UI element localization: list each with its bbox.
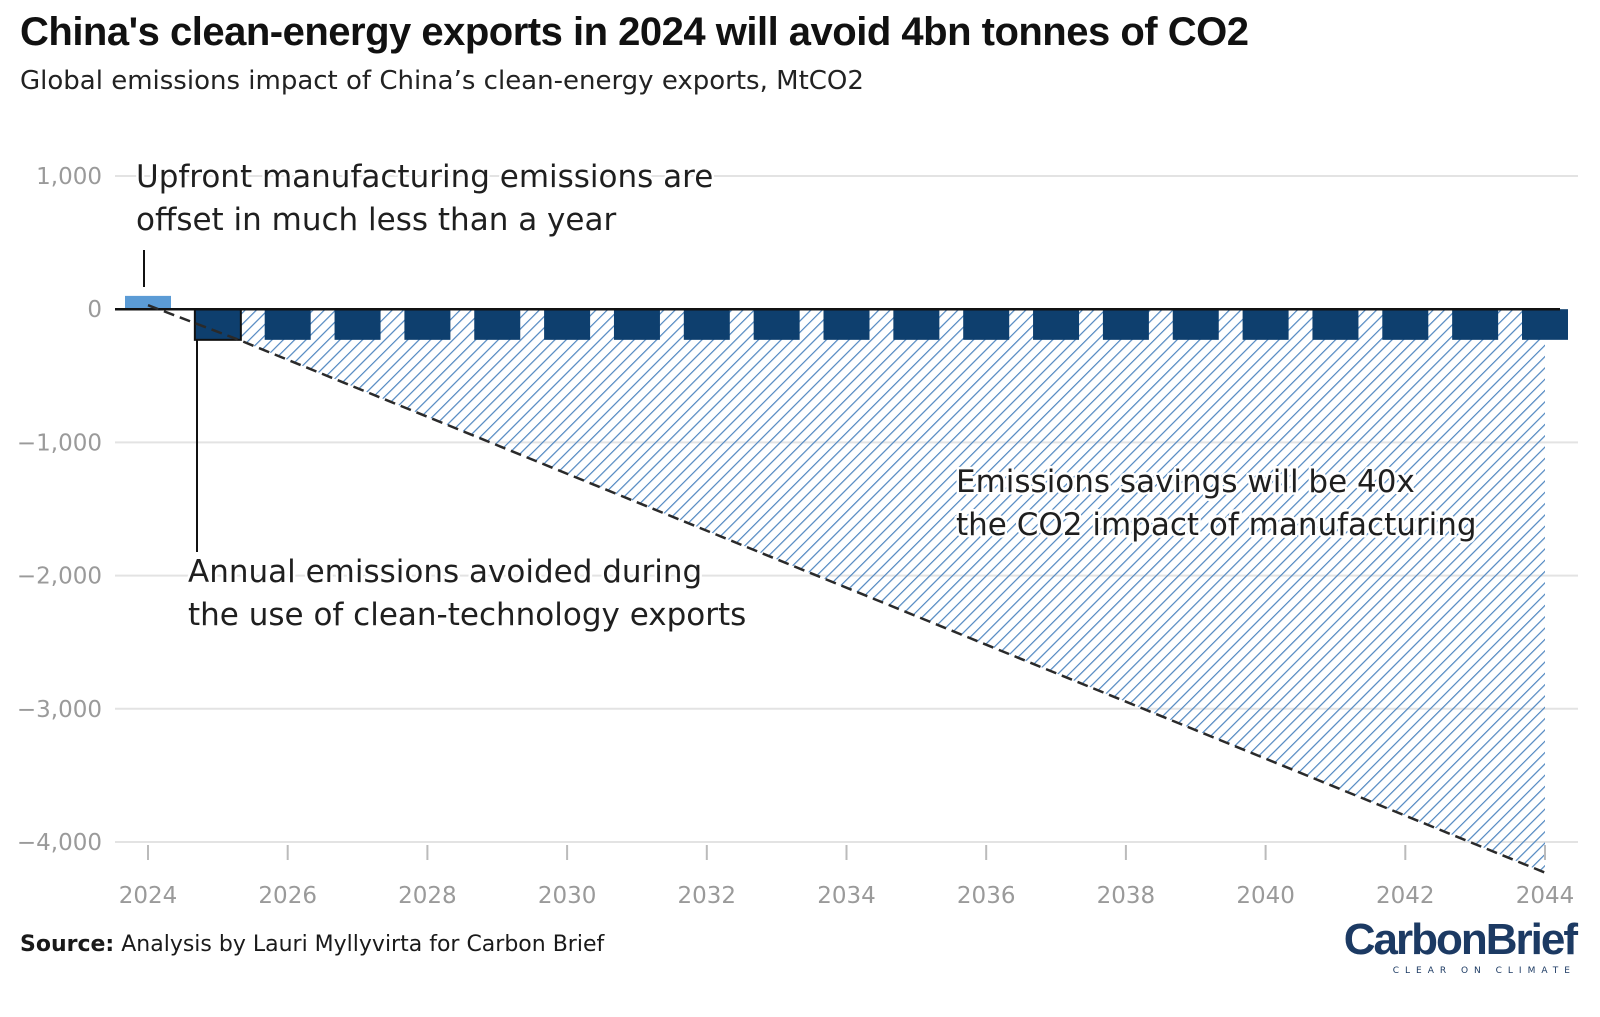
chart-title: China's clean-energy exports in 2024 wil…	[20, 10, 1249, 54]
y-tick-label: −3,000	[17, 697, 102, 723]
bar-avoided-2038	[1102, 309, 1149, 340]
y-tick-label: −1,000	[17, 430, 102, 456]
annotation-manufacturing-line2: offset in much less than a year	[136, 202, 616, 238]
bar-avoided-2034	[823, 309, 870, 340]
bar-avoided-2032	[683, 309, 730, 340]
x-tick-label: 2024	[119, 883, 178, 909]
bar-avoided-2043	[1452, 309, 1499, 340]
annotation-savings-line1: Emissions savings will be 40x	[956, 464, 1415, 500]
bar-avoided-2035	[893, 309, 940, 340]
annotation-manufacturing-line1: Upfront manufacturing emissions are	[136, 159, 713, 195]
logo-wordmark: CarbonBrief	[1343, 915, 1578, 964]
cumulative-line	[147, 304, 1546, 874]
annotation-avoided-line1: Annual emissions avoided during	[188, 554, 702, 590]
y-tick-label: 1,000	[36, 164, 102, 190]
bar-avoided-2029	[474, 309, 521, 340]
annotation-avoided-line2: the use of clean-technology exports	[188, 597, 746, 633]
bar-avoided-2037	[1033, 309, 1080, 340]
cumulative-savings-line	[147, 304, 1546, 874]
x-tick-label: 2026	[258, 883, 317, 909]
bar-avoided-2042	[1382, 309, 1429, 340]
bar-avoided-2039	[1172, 309, 1219, 340]
x-tick-label: 2030	[538, 883, 597, 909]
x-tick-label: 2034	[817, 883, 876, 909]
savings-hatch-area	[238, 309, 1546, 873]
y-tick-label: 0	[87, 297, 102, 323]
y-tick-label: −2,000	[17, 564, 102, 590]
bar-avoided-2040	[1242, 309, 1289, 340]
x-tick-label: 2042	[1376, 883, 1435, 909]
x-tick-label: 2040	[1236, 883, 1295, 909]
bar-manufacturing-2024	[125, 295, 171, 310]
bar-avoided-2030	[544, 309, 591, 340]
x-tick-label: 2032	[678, 883, 737, 909]
y-tick-label: −4,000	[17, 830, 102, 856]
savings-area	[238, 309, 1546, 873]
bar-avoided-2027	[334, 309, 381, 340]
bar-avoided-2036	[963, 309, 1010, 340]
x-tick-label: 2036	[957, 883, 1016, 909]
source-label: Source:	[20, 932, 115, 957]
carbon-brief-logo: CarbonBrief CLEAR ON CLIMATE	[1343, 915, 1578, 977]
annotation-savings-line2: the CO2 impact of manufacturing	[956, 507, 1477, 543]
x-tick-label: 2044	[1516, 883, 1575, 909]
bars	[125, 295, 1568, 341]
annotations: Upfront manufacturing emissions are offs…	[134, 157, 1480, 636]
source-text: Analysis by Lauri Myllyvirta for Carbon …	[121, 932, 605, 957]
bar-avoided-2033	[753, 309, 800, 340]
logo-tagline: CLEAR ON CLIMATE	[1392, 966, 1576, 976]
x-tick-label: 2028	[398, 883, 457, 909]
y-axis-ticks: 1,000 0 −1,000 −2,000 −3,000 −4,000	[17, 164, 102, 856]
bar-avoided-2025	[193, 308, 242, 341]
x-tick-label: 2038	[1097, 883, 1156, 909]
bar-avoided-2044	[1522, 309, 1568, 340]
bar-avoided-2028	[404, 309, 451, 340]
bar-avoided-2041	[1312, 309, 1359, 340]
bar-avoided-2026	[264, 309, 311, 340]
x-axis-ticks: 2024 2026 2028 2030 2032 2034 2036 2038 2040 2042…	[119, 845, 1575, 909]
bar-avoided-2031	[613, 309, 660, 340]
source-note: Source: Analysis by Lauri Myllyvirta for…	[20, 932, 604, 957]
chart-subtitle: Global emissions impact of China’s clean…	[20, 66, 864, 96]
